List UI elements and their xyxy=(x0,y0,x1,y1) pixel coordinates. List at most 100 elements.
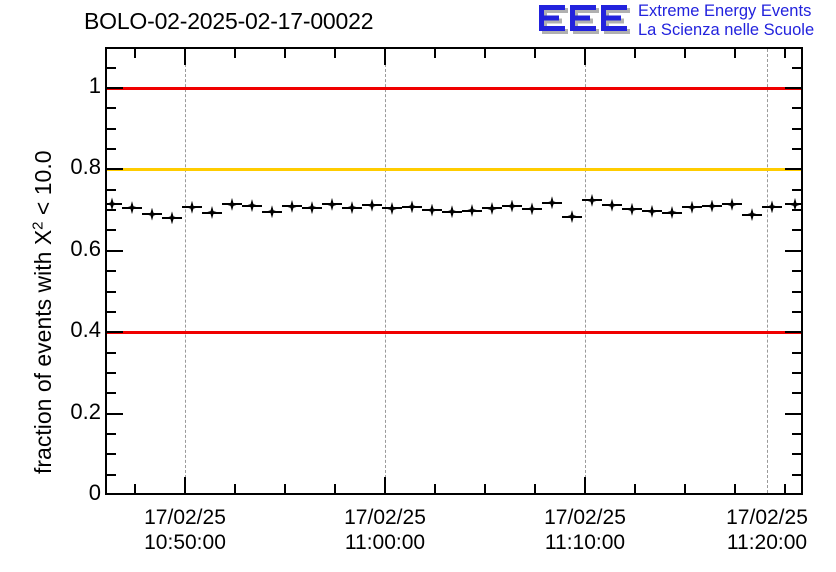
y-axis-tick xyxy=(107,310,116,313)
x-axis-tick xyxy=(384,477,386,493)
x-axis-tick-label-date: 17/02/25 xyxy=(544,506,626,529)
data-point-marker xyxy=(225,197,239,211)
y-axis-tick xyxy=(107,270,116,273)
y-axis-tick xyxy=(792,310,801,313)
y-axis-tick xyxy=(107,107,116,110)
x-axis-tick xyxy=(484,484,486,493)
data-point-marker xyxy=(205,206,219,220)
y-axis-tick-label: 0.4 xyxy=(70,317,101,343)
y-axis-tick xyxy=(107,229,116,232)
y-axis-tick xyxy=(107,87,123,89)
y-axis-tick xyxy=(785,168,801,171)
x-gridline-3 xyxy=(767,49,768,493)
x-axis-tick xyxy=(434,49,436,58)
threshold-line-lower-red xyxy=(107,330,801,334)
eee-logo-text: Extreme Energy Events La Scienza nelle S… xyxy=(638,2,834,40)
x-axis-tick-label-time: 10:50:00 xyxy=(144,531,226,554)
x-axis-tick xyxy=(584,49,586,65)
x-axis-tick xyxy=(234,49,236,58)
x-axis-tick xyxy=(334,49,336,58)
data-point-marker xyxy=(245,199,259,213)
y-axis-tick xyxy=(792,473,801,476)
y-axis-tick-labels: 0 0.2 0.4 0.6 0.8 1 xyxy=(33,0,101,572)
y-axis-tick xyxy=(792,371,801,374)
x-axis-tick xyxy=(534,49,536,58)
data-point-marker xyxy=(145,207,159,221)
data-point-marker xyxy=(265,205,279,219)
y-axis-tick xyxy=(785,87,801,89)
y-axis-tick xyxy=(792,270,801,273)
y-axis-tick-label: 0 xyxy=(88,480,101,505)
y-axis-tick xyxy=(107,290,116,293)
data-point-marker xyxy=(345,201,359,215)
data-point-marker xyxy=(125,201,139,215)
x-axis-tick xyxy=(784,484,786,493)
x-axis-tick xyxy=(484,49,486,58)
x-axis-tick xyxy=(134,49,136,58)
data-point-marker xyxy=(425,203,439,217)
y-axis-tick xyxy=(792,209,801,212)
data-point-marker xyxy=(665,206,679,220)
y-axis-tick xyxy=(785,249,801,252)
x-axis-tick xyxy=(734,484,736,493)
x-axis-tick xyxy=(284,484,286,493)
data-point-marker xyxy=(625,202,639,216)
y-axis-tick-label: 1 xyxy=(88,73,101,98)
data-point-marker xyxy=(365,198,379,212)
data-point-marker xyxy=(685,200,699,214)
x-axis-tick xyxy=(384,49,386,65)
y-axis-tick-label: 0.6 xyxy=(70,235,101,261)
x-axis-tick-label: 17/02/25 11:00:00 xyxy=(305,505,465,555)
data-point-marker xyxy=(545,196,559,210)
y-axis-tick xyxy=(792,351,801,354)
y-axis-tick xyxy=(785,331,801,334)
x-axis-tick xyxy=(284,49,286,58)
data-point-marker xyxy=(505,199,519,213)
y-axis-tick xyxy=(107,148,116,151)
y-axis-tick xyxy=(792,66,801,69)
y-axis-tick xyxy=(107,412,123,415)
y-axis-tick xyxy=(107,249,123,252)
y-axis-tick xyxy=(107,453,116,456)
y-axis-tick xyxy=(107,168,123,171)
data-point-marker xyxy=(705,199,719,213)
x-axis-tick xyxy=(734,49,736,58)
threshold-line-warning-yellow xyxy=(107,167,801,171)
y-axis-tick-label: 0.2 xyxy=(70,398,101,424)
data-point-marker xyxy=(445,205,459,219)
x-axis-tick-label: 17/02/25 10:50:00 xyxy=(105,505,265,555)
eee-logo: Extreme Energy Events La Scienza nelle S… xyxy=(538,2,834,40)
y-axis-tick xyxy=(792,148,801,151)
data-point-marker xyxy=(585,193,599,207)
x-axis-tick xyxy=(584,477,586,493)
x-axis-tick-label-date: 17/02/25 xyxy=(726,506,808,529)
x-axis-tick-label-date: 17/02/25 xyxy=(144,506,226,529)
data-point-marker xyxy=(485,201,499,215)
y-axis-tick xyxy=(107,473,116,476)
y-axis-tick xyxy=(792,290,801,293)
data-point-marker xyxy=(565,210,579,224)
x-gridline-2 xyxy=(585,49,586,493)
x-axis-tick-label-time: 11:00:00 xyxy=(344,531,426,554)
y-axis-tick xyxy=(792,432,801,435)
data-point-marker xyxy=(107,197,119,211)
plot-area xyxy=(105,47,803,495)
x-axis-tick xyxy=(334,484,336,493)
x-axis-tick xyxy=(684,484,686,493)
threshold-line-upper-red xyxy=(107,86,801,90)
y-axis-tick-label: 0.8 xyxy=(70,154,101,180)
x-axis-tick xyxy=(684,49,686,58)
data-point-marker xyxy=(305,201,319,215)
data-point-marker xyxy=(325,197,339,211)
data-point-marker xyxy=(185,200,199,214)
y-axis-tick xyxy=(107,127,116,130)
x-axis-tick-label-time: 11:10:00 xyxy=(544,531,626,554)
eee-logo-line2: La Scienza nelle Scuole xyxy=(638,21,815,39)
x-axis-tick-label: 17/02/25 11:20:00 xyxy=(687,505,836,555)
x-axis-tick-label-time: 11:20:00 xyxy=(726,531,808,554)
x-axis-tick xyxy=(134,484,136,493)
data-point-marker xyxy=(725,197,739,211)
eee-logo-mark xyxy=(539,5,630,34)
y-axis-tick xyxy=(792,188,801,191)
